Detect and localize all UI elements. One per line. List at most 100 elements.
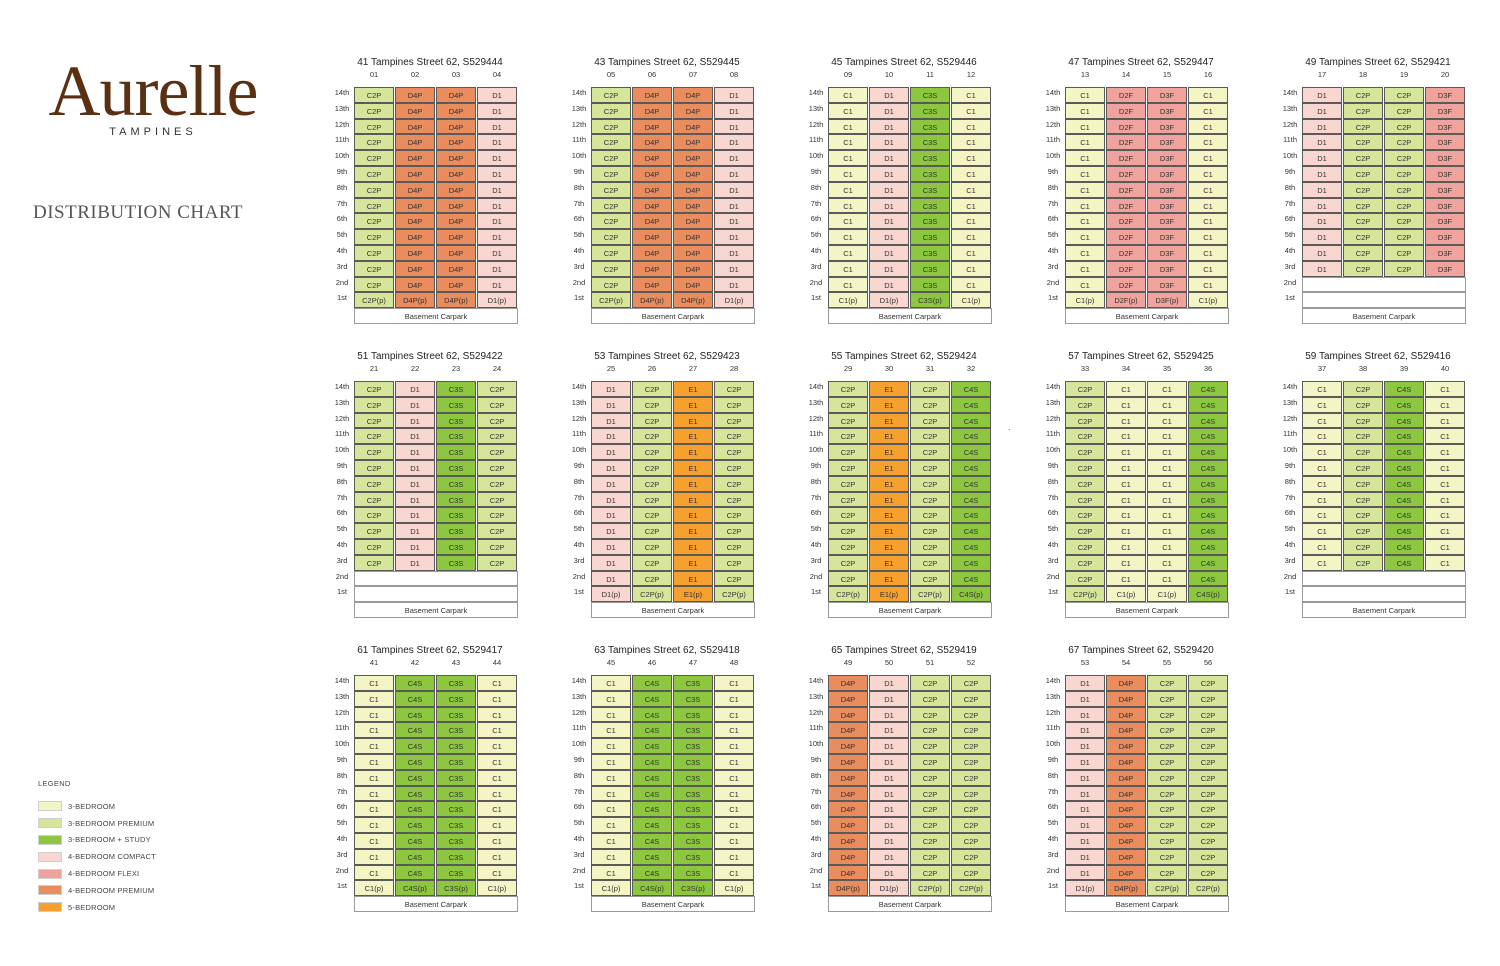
unit-cell: D4P [632, 213, 672, 230]
block-title: 63 Tampines Street 62, S529418 [594, 645, 740, 656]
unit-cell: C2P [1065, 491, 1105, 508]
legend-item: 4-BEDROOM PREMIUM [38, 882, 156, 899]
unit-number: 10 [884, 70, 894, 79]
unit-cell: C2P [1065, 539, 1105, 555]
floor-label: 13th [571, 691, 587, 701]
unit-cell: D1 [869, 213, 909, 230]
unit-cell: D1 [1065, 864, 1105, 881]
floor-label: 13th [571, 103, 587, 113]
floor-label: 6th [810, 802, 822, 812]
floor-label: 9th [1284, 167, 1296, 176]
unit-cell: C1 [591, 801, 631, 818]
unit-cell: C3S [436, 460, 476, 476]
unit-cell: C1 [591, 690, 631, 707]
unit-cell: D1 [1065, 817, 1105, 833]
unit-cell: D4P [632, 87, 672, 103]
unit-cell: D1 [477, 229, 517, 245]
unit-cell: D4P [1106, 754, 1146, 770]
unit-cell: D4P [632, 276, 672, 293]
unit-cell: D1 [714, 118, 754, 135]
unit-cell: C1 [951, 134, 991, 151]
unit-cell: C1 [1065, 118, 1105, 135]
floor-label: 8th [810, 182, 822, 192]
floor-label: 3rd [573, 849, 585, 859]
floor-label: 13th [334, 103, 350, 113]
floor-label: 12th [334, 413, 350, 423]
floor-label: 9th [336, 755, 348, 764]
unit-cell: D3F [1147, 276, 1187, 293]
unit-cell: C2P [477, 554, 517, 571]
floor-label: 4th [573, 246, 585, 255]
unit-cell: C1 [1065, 87, 1105, 103]
unit-cell: C1(p) [828, 292, 868, 309]
block-title: 55 Tampines Street 62, S529424 [831, 351, 977, 362]
unit-number: 15 [1162, 70, 1172, 79]
unit-cell: E1 [869, 554, 909, 571]
unit-cell: C3S [436, 769, 476, 786]
unit-cell: C2P [951, 722, 991, 739]
unit-cell: C2P [1147, 801, 1187, 818]
unit-cell: C2P [591, 197, 631, 214]
unit-cell: C1 [591, 833, 631, 849]
unit-cell: C2P [632, 444, 672, 460]
unit-cell: D3F [1425, 134, 1465, 151]
unit-cell: C3S [436, 785, 476, 802]
unit-cell: C2P [1343, 118, 1383, 135]
unit-cell: D3F [1425, 118, 1465, 135]
basement-carpark: Basement Carpark [591, 308, 755, 324]
unit-number: 01 [369, 70, 379, 79]
unit-cell: C2P [1147, 675, 1187, 691]
unit-cell: C1 [1147, 444, 1187, 460]
unit-cell: C4S [1384, 539, 1424, 555]
unit-cell: C2P [354, 444, 394, 460]
unit-cell: C1 [1106, 491, 1146, 508]
unit-cell: D1 [714, 181, 754, 198]
floor-label: 7th [810, 198, 822, 208]
unit-cell: C4S [632, 769, 672, 786]
floor-label: 14th [808, 676, 824, 685]
unit-cell: C2P [1065, 507, 1105, 524]
unit-cell: D1 [477, 87, 517, 103]
unit-cell: C2P [910, 706, 950, 723]
unit-cell: C1 [477, 690, 517, 707]
unit-cell: C2P [910, 754, 950, 770]
unit-cell: C2P [477, 507, 517, 524]
unit-cell: C2P [828, 539, 868, 555]
floor-label: 14th [571, 88, 587, 97]
legend-label: 4-BEDROOM FLEXI [68, 869, 140, 879]
unit-cell: D1 [869, 118, 909, 135]
unit-cell: C2P [828, 491, 868, 508]
unit-number: 09 [843, 70, 853, 79]
unit-cell: C4S [632, 864, 672, 881]
unit-cell: E1(p) [869, 586, 909, 603]
unit-cell: C1 [1188, 213, 1228, 230]
unit-cell: C1 [1106, 460, 1146, 476]
unit-cell: C2P [632, 428, 672, 445]
unit-cell: D4P [395, 197, 435, 214]
unit-cell: C1 [1147, 554, 1187, 571]
unit-cell: C2P [632, 554, 672, 571]
floor-label: 9th [810, 461, 822, 470]
unit-cell: D4P [632, 134, 672, 151]
unit-cell: D4P [673, 150, 713, 166]
unit-cell: E1 [673, 460, 713, 476]
unit-cell: D1 [591, 554, 631, 571]
unit-cell: E1 [673, 381, 713, 397]
unit-cell: C2P [828, 523, 868, 539]
unit-cell: C4S [1188, 523, 1228, 539]
unit-cell: D1 [395, 523, 435, 539]
unit-cell: C1 [714, 675, 754, 691]
unit-cell: C3S [436, 381, 476, 397]
unit-cell: C2P(p) [1188, 880, 1228, 897]
unit-cell: D3F [1147, 213, 1187, 230]
unit-cell: C4S [951, 491, 991, 508]
unit-cell: C1 [1106, 444, 1146, 460]
floor-label: 12th [808, 413, 824, 423]
floor-label: 9th [810, 755, 822, 764]
unit-cell: D4P [1106, 801, 1146, 818]
floor-label: 1st [1284, 587, 1295, 597]
floor-label: 3rd [336, 261, 348, 271]
unit-cell: C4S [1384, 491, 1424, 508]
unit-cell: C3S [910, 260, 950, 277]
unit-cell: C3S [910, 166, 950, 182]
